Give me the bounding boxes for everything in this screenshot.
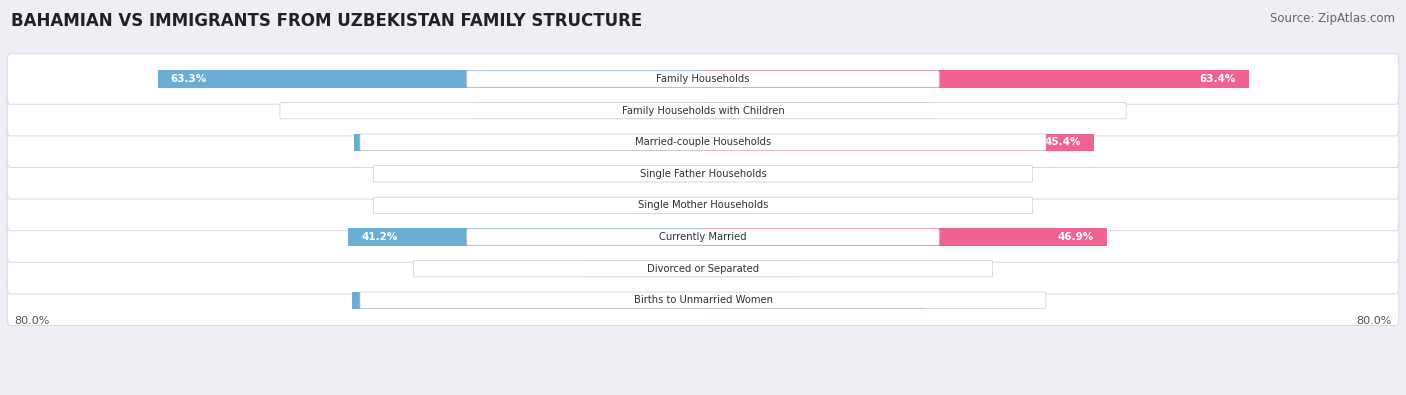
Text: 26.7%: 26.7% xyxy=(883,105,920,116)
Bar xyxy=(703,228,1107,246)
Text: 5.9%: 5.9% xyxy=(762,200,789,211)
Text: 45.4%: 45.4% xyxy=(1045,137,1081,147)
FancyBboxPatch shape xyxy=(360,134,1046,150)
FancyBboxPatch shape xyxy=(7,85,1399,136)
Bar xyxy=(703,292,925,309)
FancyBboxPatch shape xyxy=(7,149,1399,199)
Text: 14.2%: 14.2% xyxy=(538,263,572,274)
Bar xyxy=(631,197,703,214)
Text: 1.8%: 1.8% xyxy=(727,169,754,179)
Bar xyxy=(703,165,718,182)
FancyBboxPatch shape xyxy=(7,243,1399,294)
FancyBboxPatch shape xyxy=(374,197,1032,214)
FancyBboxPatch shape xyxy=(467,71,939,87)
Bar xyxy=(703,134,1094,151)
Text: BAHAMIAN VS IMMIGRANTS FROM UZBEKISTAN FAMILY STRUCTURE: BAHAMIAN VS IMMIGRANTS FROM UZBEKISTAN F… xyxy=(11,12,643,30)
FancyBboxPatch shape xyxy=(280,102,1126,119)
Text: Source: ZipAtlas.com: Source: ZipAtlas.com xyxy=(1270,12,1395,25)
Text: Currently Married: Currently Married xyxy=(659,232,747,242)
Bar xyxy=(682,165,703,182)
Text: 26.5%: 26.5% xyxy=(488,105,524,116)
Text: 8.3%: 8.3% xyxy=(596,200,623,211)
Text: Married-couple Households: Married-couple Households xyxy=(636,137,770,147)
Text: Births to Unmarried Women: Births to Unmarried Women xyxy=(634,295,772,305)
Text: 63.3%: 63.3% xyxy=(170,74,207,84)
Text: Family Households: Family Households xyxy=(657,74,749,84)
Text: 63.4%: 63.4% xyxy=(1199,74,1236,84)
Text: Divorced or Separated: Divorced or Separated xyxy=(647,263,759,274)
Text: 11.1%: 11.1% xyxy=(807,263,841,274)
Bar xyxy=(703,197,754,214)
Text: 2.5%: 2.5% xyxy=(647,169,673,179)
Bar xyxy=(703,70,1249,88)
Text: 80.0%: 80.0% xyxy=(1357,316,1392,326)
FancyBboxPatch shape xyxy=(7,180,1399,231)
FancyBboxPatch shape xyxy=(413,260,993,277)
Text: 25.8%: 25.8% xyxy=(876,295,912,305)
Bar xyxy=(354,134,703,151)
FancyBboxPatch shape xyxy=(374,166,1032,182)
Bar xyxy=(352,292,703,309)
FancyBboxPatch shape xyxy=(7,212,1399,262)
Bar xyxy=(349,228,703,246)
Bar xyxy=(581,260,703,277)
Text: 40.5%: 40.5% xyxy=(367,137,404,147)
Text: 40.8%: 40.8% xyxy=(364,295,401,305)
Bar xyxy=(703,260,799,277)
FancyBboxPatch shape xyxy=(7,54,1399,104)
Bar xyxy=(703,102,934,119)
Text: 80.0%: 80.0% xyxy=(14,316,49,326)
Text: 41.2%: 41.2% xyxy=(361,232,398,242)
FancyBboxPatch shape xyxy=(7,117,1399,167)
Text: Single Father Households: Single Father Households xyxy=(640,169,766,179)
Text: Family Households with Children: Family Households with Children xyxy=(621,105,785,116)
Bar xyxy=(475,102,703,119)
Text: Single Mother Households: Single Mother Households xyxy=(638,200,768,211)
FancyBboxPatch shape xyxy=(467,229,939,245)
Text: 46.9%: 46.9% xyxy=(1057,232,1094,242)
Bar xyxy=(157,70,703,88)
FancyBboxPatch shape xyxy=(360,292,1046,308)
FancyBboxPatch shape xyxy=(7,275,1399,325)
